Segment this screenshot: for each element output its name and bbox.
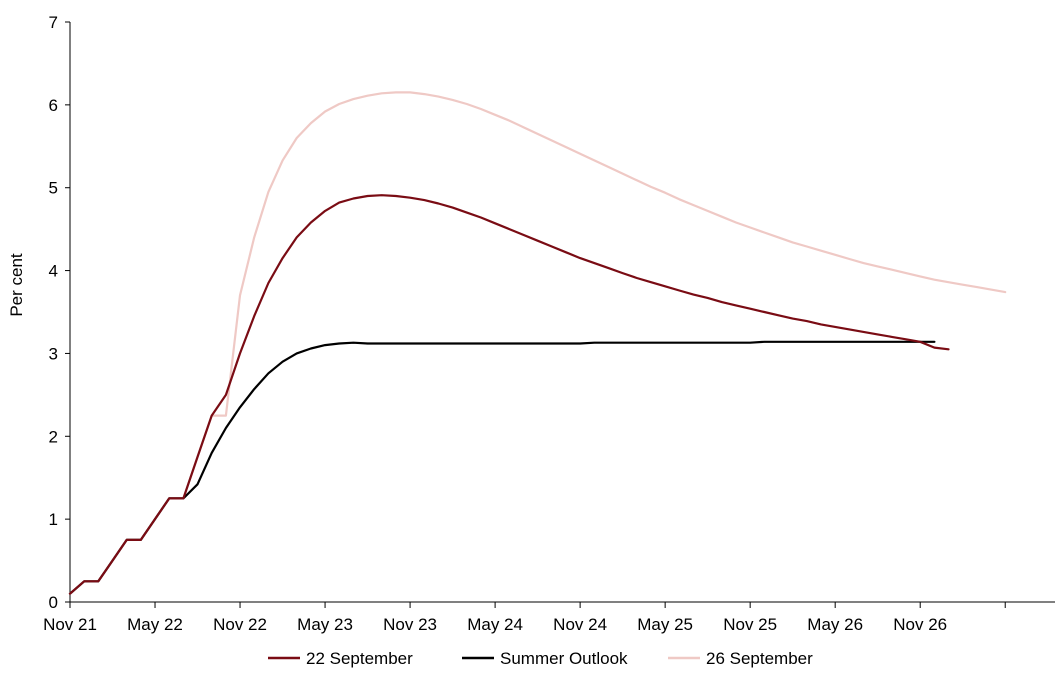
y-tick-label: 2 xyxy=(49,427,58,446)
x-tick-label: Nov 25 xyxy=(723,615,777,634)
y-tick-label: 3 xyxy=(49,344,58,363)
series-line-2 xyxy=(68,91,1007,595)
x-tick-label: May 24 xyxy=(467,615,523,634)
y-axis-label: Per cent xyxy=(7,253,26,317)
x-tick-label: Nov 23 xyxy=(383,615,437,634)
legend-label: 22 September xyxy=(306,649,413,668)
y-tick-label: 0 xyxy=(49,593,58,612)
y-tick-label: 5 xyxy=(49,179,58,198)
y-tick-label: 4 xyxy=(49,262,58,281)
x-tick-label: May 23 xyxy=(297,615,353,634)
x-tick-label: Nov 26 xyxy=(893,615,947,634)
legend-label: 26 September xyxy=(706,649,813,668)
x-tick-label: Nov 22 xyxy=(213,615,267,634)
legend: 22 September Summer Outlook 26 September xyxy=(268,649,813,668)
series-layer xyxy=(68,91,1007,595)
series-line-0 xyxy=(68,194,950,595)
x-ticks: Nov 21 May 22 Nov 22 May 23 Nov 23 May 24 Nov … xyxy=(43,602,1006,634)
legend-label: Summer Outlook xyxy=(500,649,628,668)
y-tick-label: 6 xyxy=(49,96,58,115)
y-tick-label: 1 xyxy=(49,510,58,529)
axes xyxy=(69,22,1055,603)
x-tick-label: Nov 21 xyxy=(43,615,97,634)
x-tick-label: May 25 xyxy=(637,615,693,634)
x-tick-label: Nov 24 xyxy=(553,615,607,634)
y-tick-label: 7 xyxy=(49,13,58,32)
series-line-1 xyxy=(68,340,936,595)
x-tick-label: May 22 xyxy=(127,615,183,634)
x-tick-label: May 26 xyxy=(807,615,863,634)
y-ticks: 0 1 2 3 4 5 6 7 xyxy=(49,13,70,612)
